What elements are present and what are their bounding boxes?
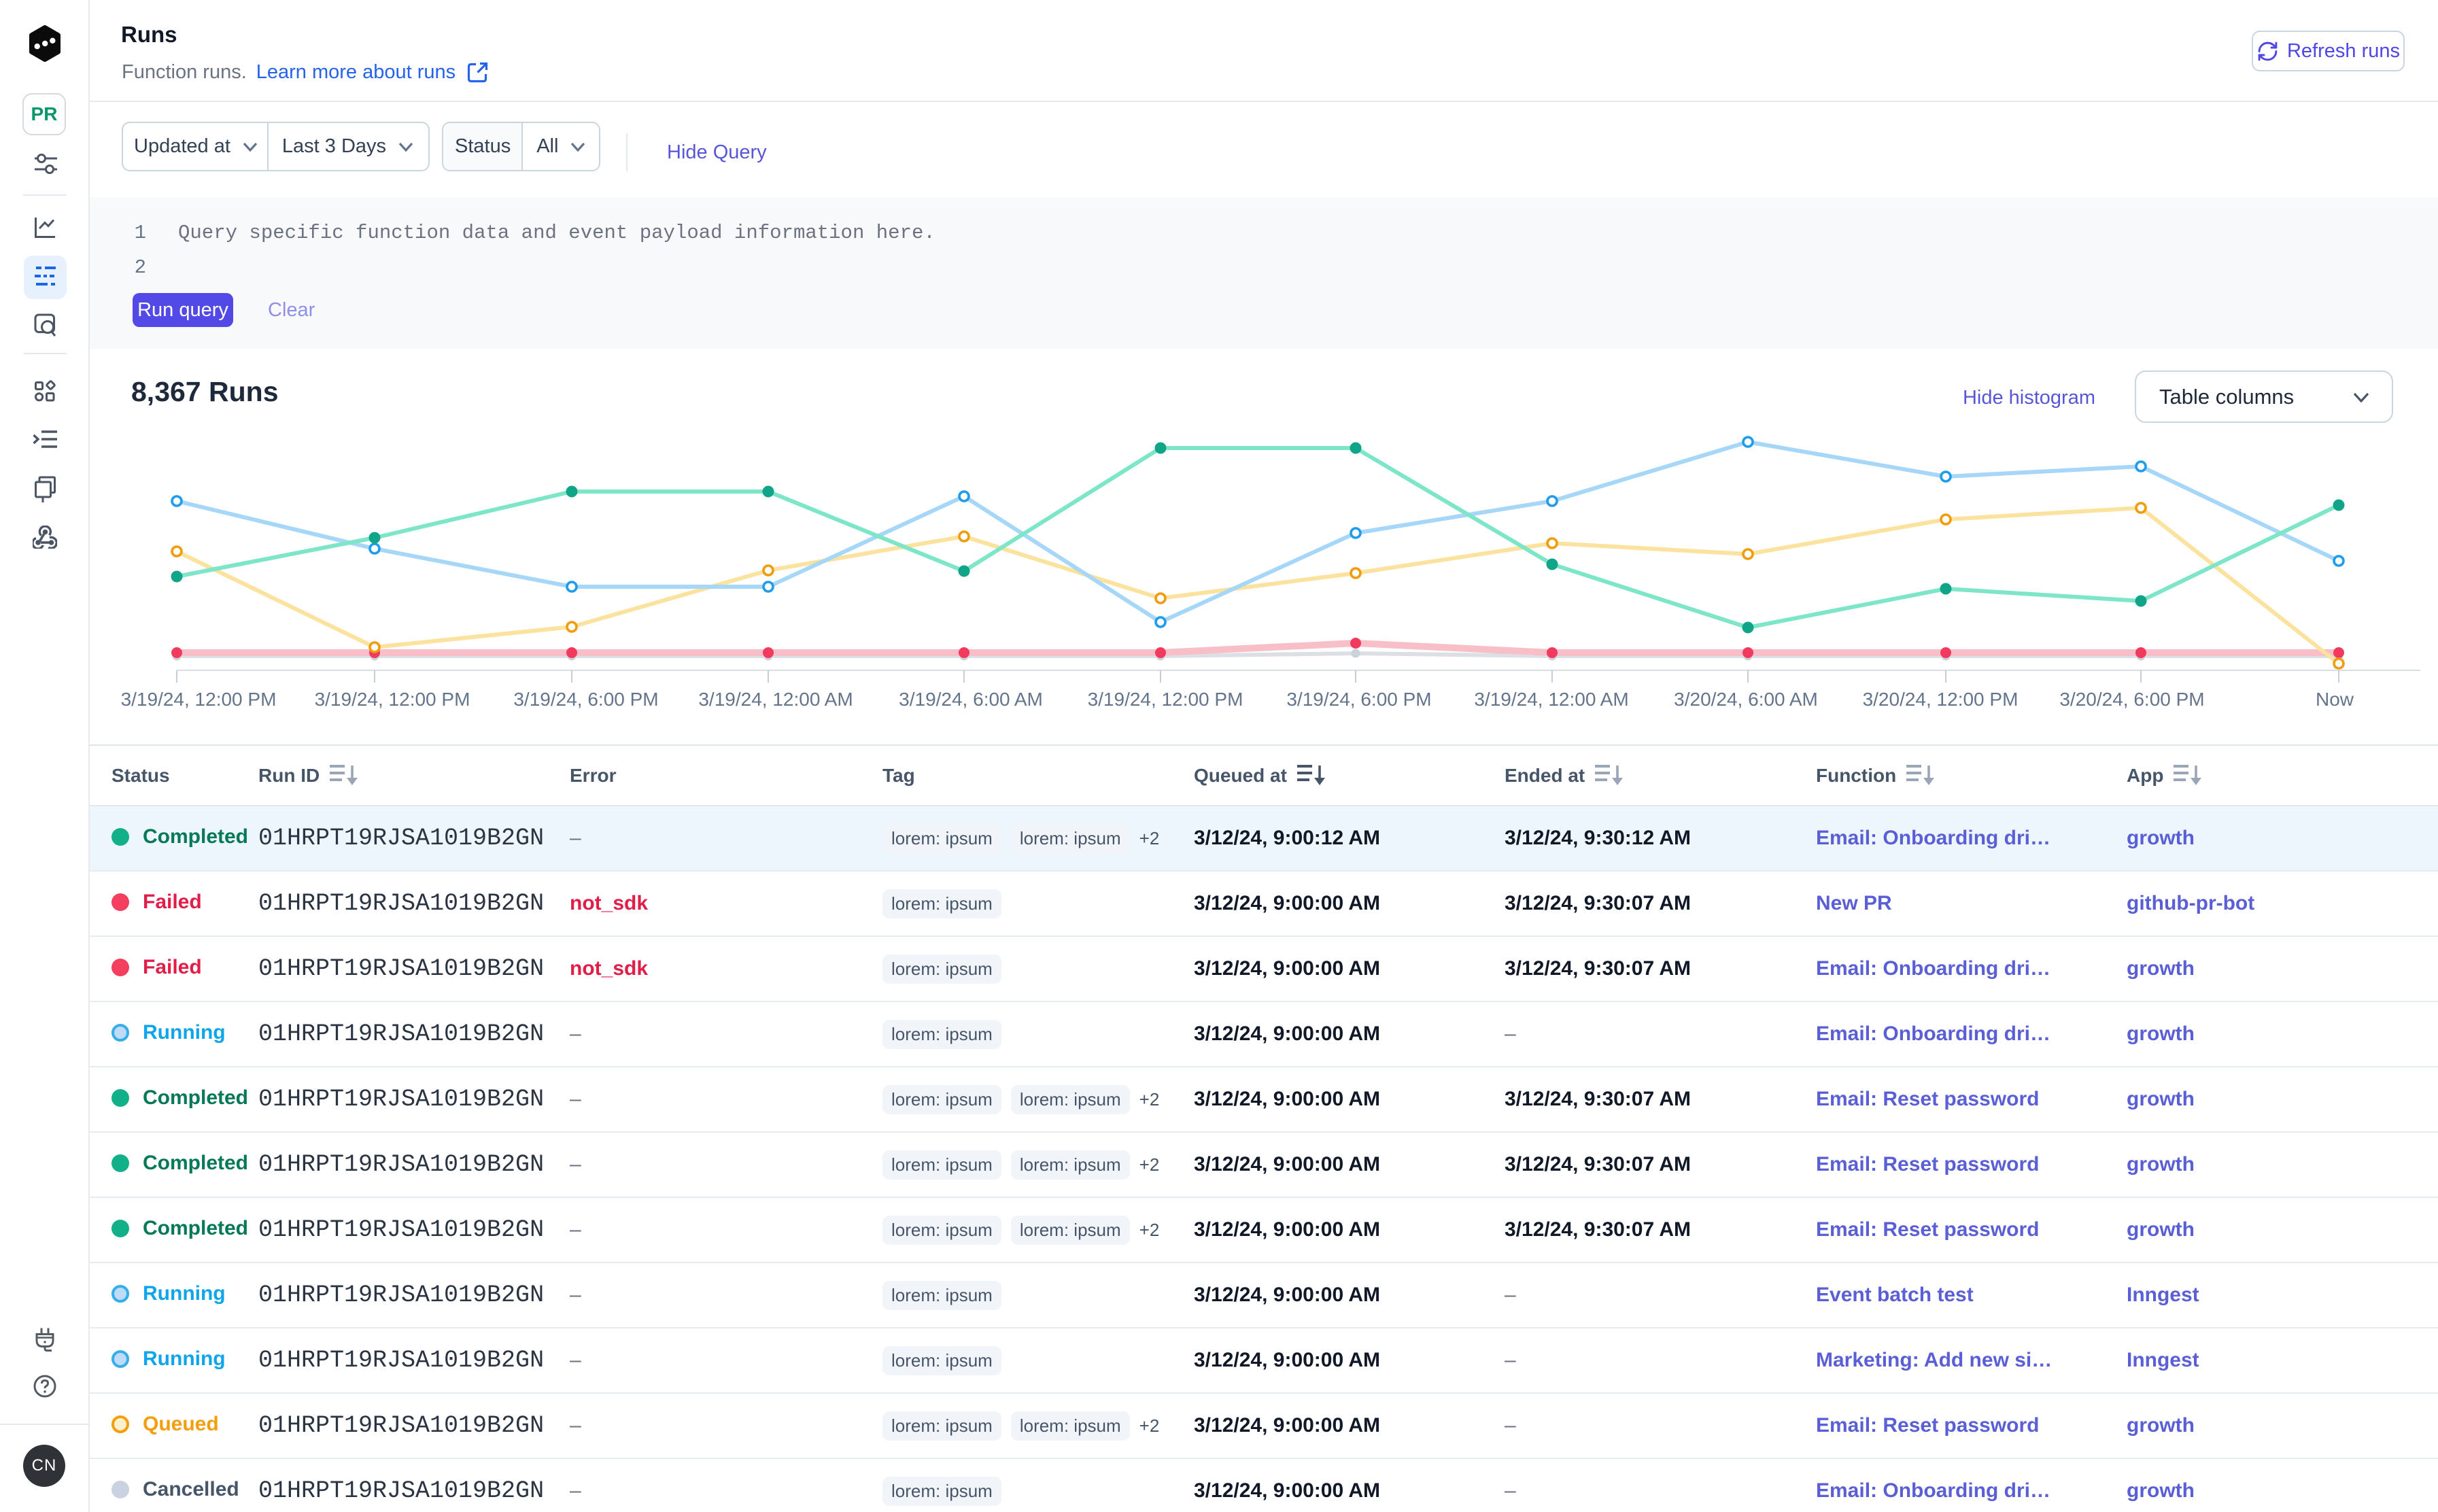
- svg-text:3/19/24, 6:00 PM: 3/19/24, 6:00 PM: [513, 689, 658, 710]
- svg-text:3/20/24, 6:00 PM: 3/20/24, 6:00 PM: [2059, 689, 2204, 710]
- svg-text:3/19/24, 12:00 PM: 3/19/24, 12:00 PM: [1088, 689, 1243, 710]
- svg-text:3/20/24, 12:00 PM: 3/20/24, 12:00 PM: [1863, 689, 2019, 710]
- svg-text:3/19/24, 12:00 PM: 3/19/24, 12:00 PM: [121, 689, 277, 710]
- svg-text:3/19/24, 6:00 AM: 3/19/24, 6:00 AM: [899, 689, 1043, 710]
- svg-text:3/19/24, 6:00 PM: 3/19/24, 6:00 PM: [1286, 689, 1431, 710]
- svg-text:3/19/24, 12:00 AM: 3/19/24, 12:00 AM: [698, 689, 853, 710]
- svg-text:3/20/24, 6:00 AM: 3/20/24, 6:00 AM: [1674, 689, 1818, 710]
- svg-text:3/19/24, 12:00 PM: 3/19/24, 12:00 PM: [315, 689, 470, 710]
- svg-text:Now: Now: [2316, 689, 2354, 710]
- svg-text:3/19/24, 12:00 AM: 3/19/24, 12:00 AM: [1474, 689, 1628, 710]
